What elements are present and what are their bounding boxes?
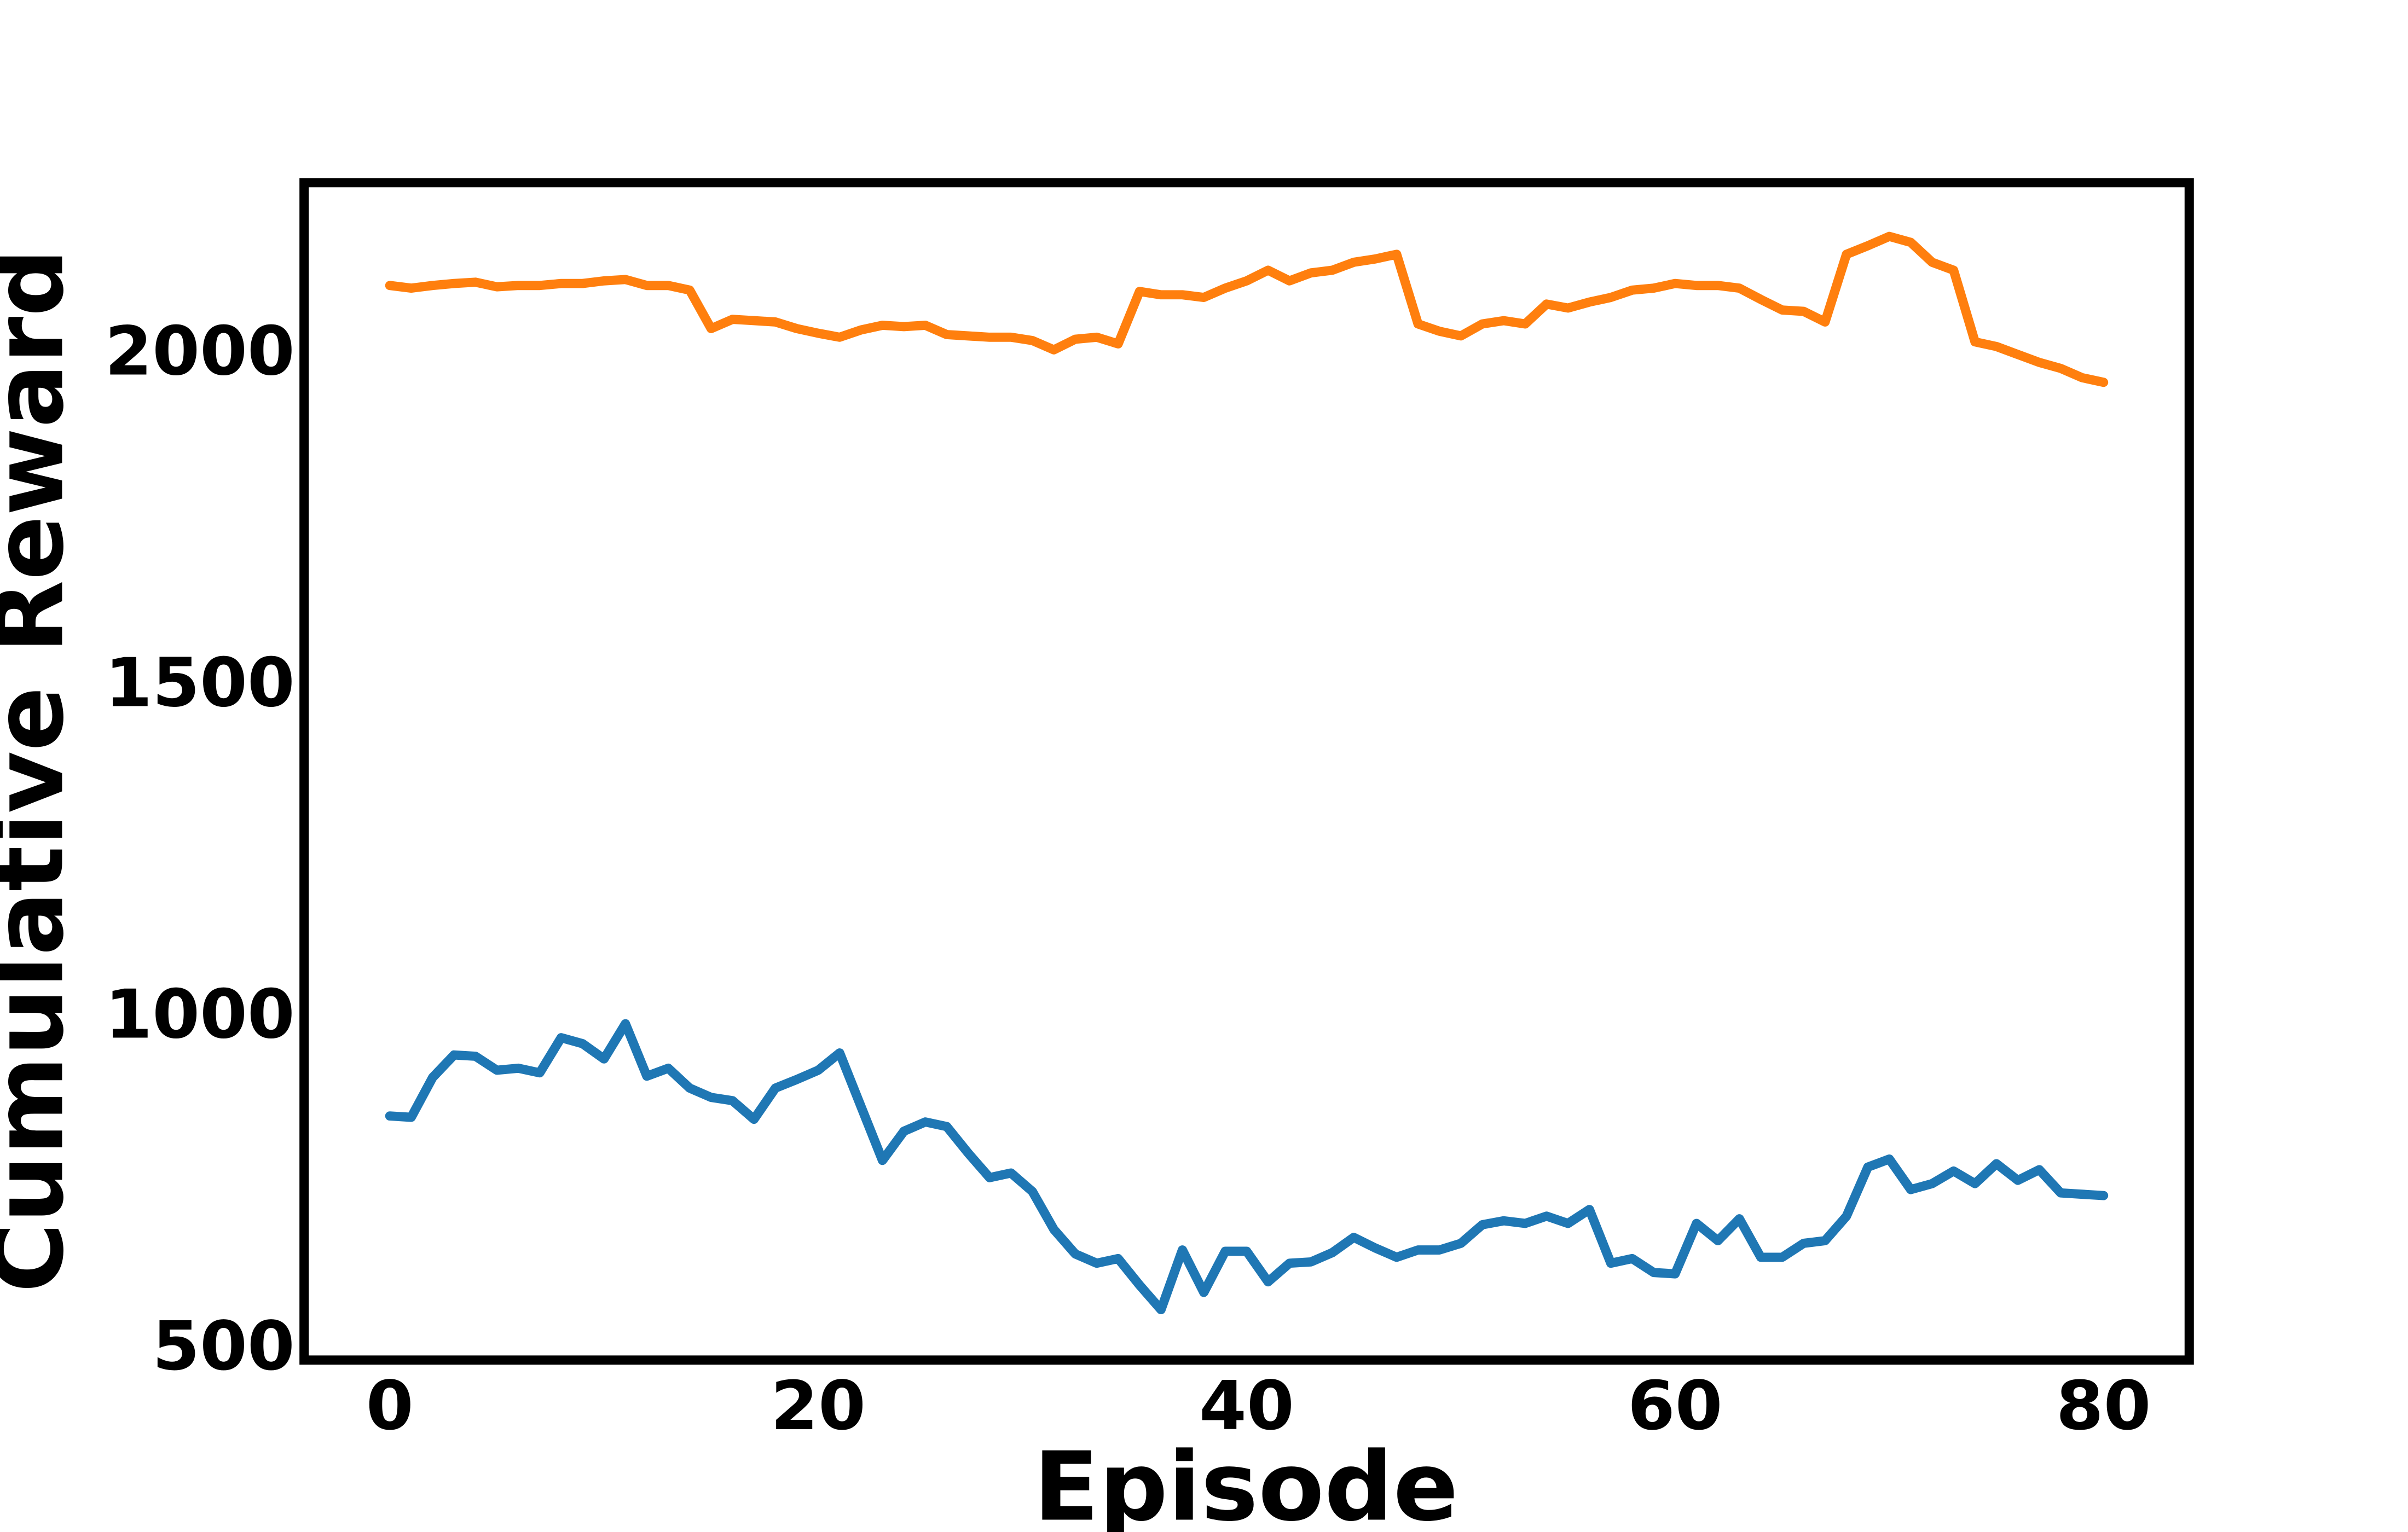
x-tick-label: 20 (771, 1367, 866, 1446)
y-tick-label: 1500 (105, 644, 295, 722)
line-series (385, 231, 2109, 387)
line-series (385, 1019, 2109, 1315)
x-tick-label: 80 (2056, 1367, 2151, 1446)
y-tick-label: 2000 (105, 312, 295, 391)
y-tick-label: 1000 (105, 976, 295, 1054)
x-axis-label: Episode (1033, 1432, 1458, 1532)
x-tick-label: 40 (1199, 1367, 1294, 1446)
x-tick-label: 60 (1628, 1367, 1723, 1446)
plot-frame (299, 178, 2194, 1365)
y-axis-label: Cumulative Reward (0, 248, 85, 1293)
x-tick-label: 0 (366, 1367, 414, 1446)
y-tick-label: 500 (152, 1307, 294, 1385)
